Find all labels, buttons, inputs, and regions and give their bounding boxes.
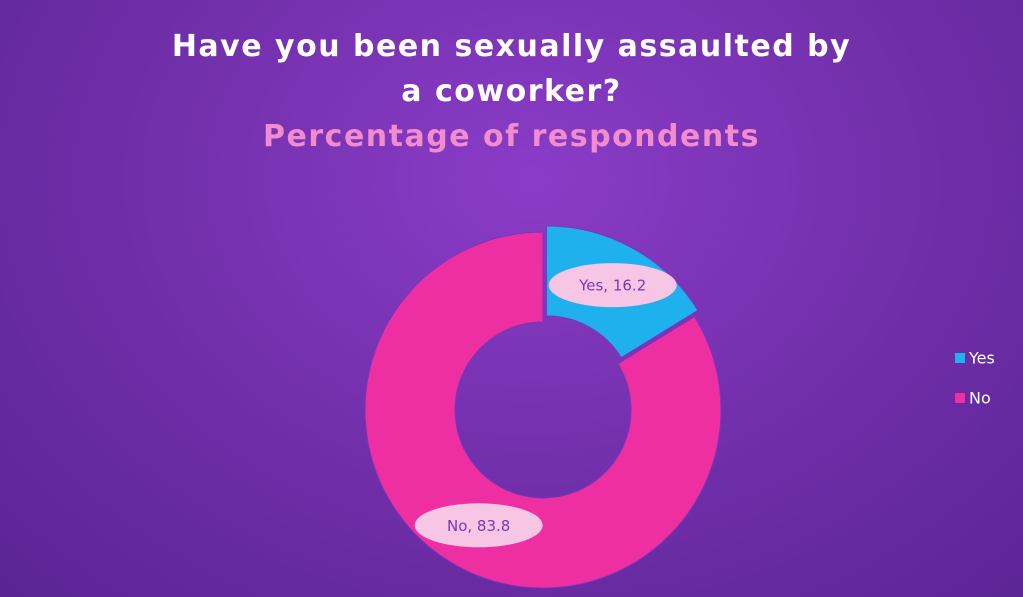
data-label-bg	[548, 263, 677, 308]
data-label: No, 83.8	[447, 517, 510, 535]
chart-title: Have you been sexually assaulted by a co…	[171, 29, 852, 109]
legend-label: Yes	[968, 349, 995, 368]
legend-label: No	[969, 389, 991, 408]
data-label: Yes, 16.2	[578, 277, 646, 295]
legend-swatch	[955, 393, 965, 403]
donut-slice	[364, 231, 722, 589]
data-label-bg	[414, 503, 543, 548]
chart-subtitle: Percentage of respondents	[263, 119, 760, 154]
legend-swatch	[955, 353, 965, 363]
